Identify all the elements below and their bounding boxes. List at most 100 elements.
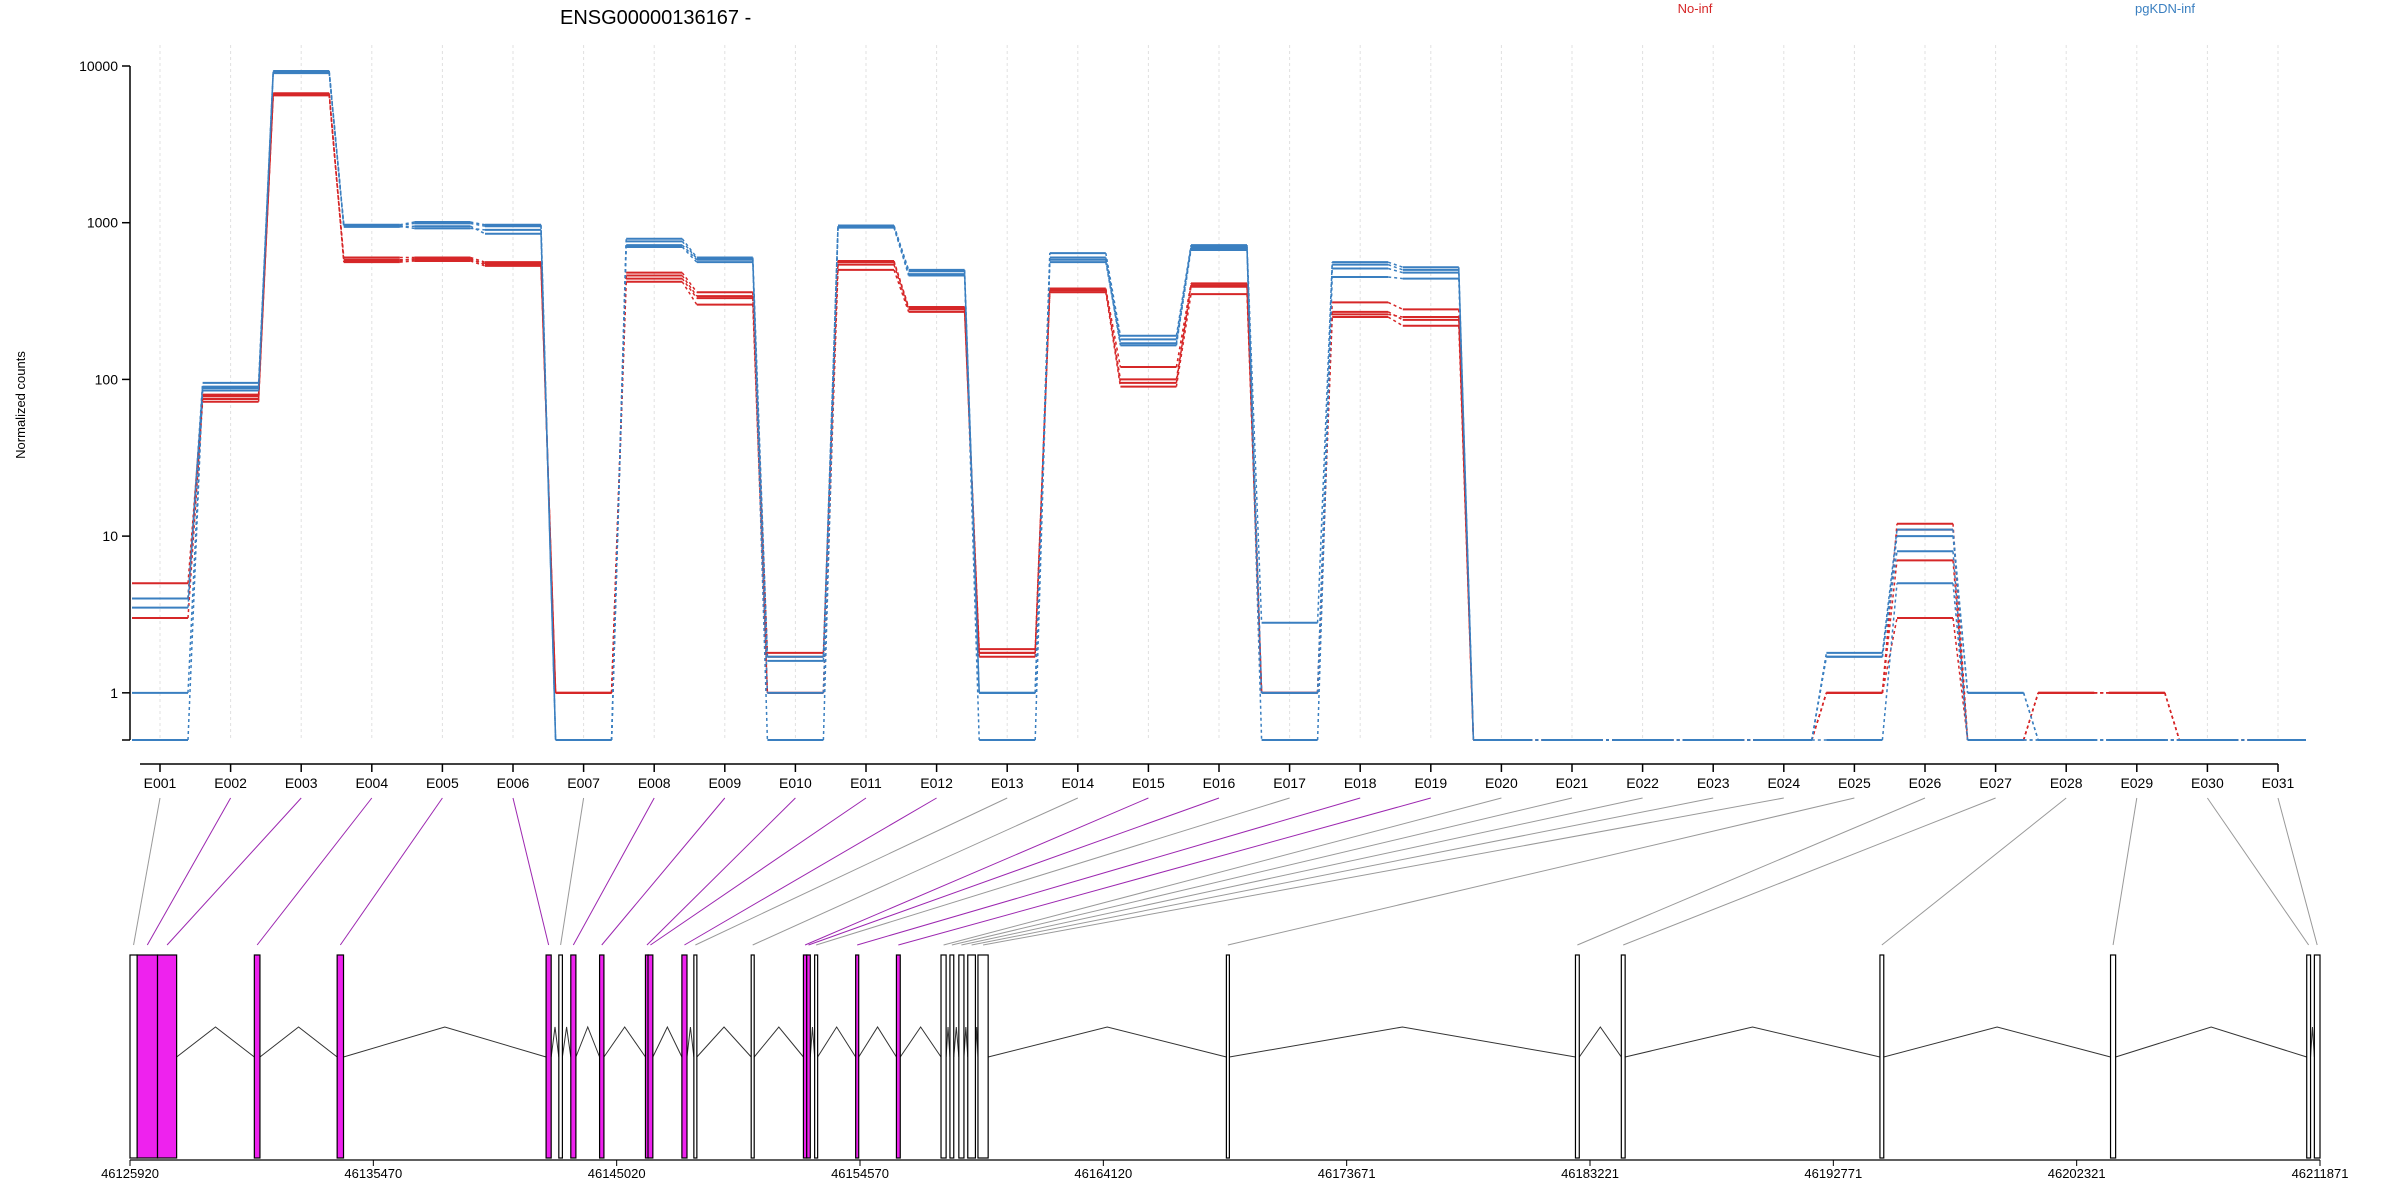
intron-line bbox=[1229, 1026, 1576, 1058]
exon-box bbox=[570, 954, 577, 1159]
exon-box bbox=[647, 954, 654, 1159]
intron-line bbox=[809, 1026, 816, 1058]
exon-transition bbox=[1388, 276, 1403, 280]
exon-transition bbox=[1811, 656, 1828, 741]
intron-line bbox=[686, 1026, 695, 1058]
exon-transition bbox=[1811, 692, 1828, 741]
legend-entry: pgKDN-inf bbox=[2135, 1, 2195, 16]
exon-connector bbox=[857, 797, 1361, 946]
intron-line bbox=[2115, 1026, 2307, 1058]
x-tick-label: E023 bbox=[1697, 775, 1730, 791]
exon-transition bbox=[1881, 583, 1898, 741]
intron-line bbox=[1883, 1026, 2111, 1058]
exon-transition bbox=[187, 386, 204, 608]
exon-connector bbox=[166, 797, 302, 946]
x-tick-label: E025 bbox=[1838, 775, 1871, 791]
x-tick-label: E024 bbox=[1767, 775, 1800, 791]
exon-transition bbox=[1105, 289, 1122, 384]
exon-transition bbox=[1316, 268, 1333, 693]
x-tick-label: E026 bbox=[1909, 775, 1942, 791]
exon-connector bbox=[133, 797, 161, 946]
exon-box bbox=[855, 954, 860, 1159]
intron-line bbox=[696, 1026, 752, 1058]
intron-line bbox=[1578, 1026, 1622, 1058]
exon-box bbox=[1574, 954, 1580, 1159]
genomic-tick-label: 46173671 bbox=[1318, 1166, 1376, 1181]
exon-transition bbox=[1105, 292, 1122, 387]
intron-line bbox=[575, 1025, 601, 1058]
exon-connector bbox=[339, 797, 443, 946]
exon-transition bbox=[893, 269, 910, 313]
exon-transition bbox=[963, 271, 980, 693]
genomic-tick-label: 46211871 bbox=[2292, 1166, 2349, 1181]
exon-box bbox=[129, 954, 138, 1159]
intron-line bbox=[343, 1026, 547, 1058]
exon-transition bbox=[540, 233, 557, 741]
genomic-tick-label: 46183221 bbox=[1561, 1166, 1619, 1181]
exon-box bbox=[253, 954, 261, 1159]
exon-connector bbox=[752, 797, 1079, 946]
intron-line bbox=[176, 1026, 255, 1058]
exon-transition bbox=[1952, 551, 1969, 741]
exon-transition bbox=[399, 222, 415, 227]
exon-transition bbox=[893, 227, 910, 276]
legend-entry: No-inf bbox=[1678, 1, 1713, 16]
intron-line bbox=[603, 1026, 646, 1058]
exon-connector bbox=[1881, 797, 2067, 946]
exon-transition bbox=[187, 388, 204, 741]
exon-transition bbox=[681, 272, 698, 293]
exon-transition bbox=[1175, 249, 1192, 346]
exon-box bbox=[693, 954, 698, 1159]
exon-transition bbox=[399, 225, 415, 228]
exon-connector bbox=[601, 797, 726, 946]
x-tick-label: E019 bbox=[1414, 775, 1447, 791]
x-tick-label: E021 bbox=[1556, 775, 1589, 791]
exon-box bbox=[750, 954, 755, 1159]
exon-connector bbox=[2277, 797, 2318, 946]
exon-transition bbox=[1458, 278, 1475, 741]
x-tick-label: E015 bbox=[1132, 775, 1165, 791]
y-tick-label: 10000 bbox=[79, 58, 118, 74]
x-tick-label: E012 bbox=[920, 775, 953, 791]
x-tick-label: E013 bbox=[991, 775, 1024, 791]
y-axis-label: Normalized counts bbox=[13, 351, 28, 459]
exon-transition bbox=[257, 71, 274, 387]
exon-connector bbox=[512, 797, 550, 946]
exon-box bbox=[598, 954, 605, 1159]
exon-transition bbox=[1175, 286, 1192, 380]
exon-box bbox=[1879, 954, 1885, 1159]
x-tick-label: E020 bbox=[1485, 775, 1518, 791]
exon-transition bbox=[1175, 283, 1192, 368]
x-tick-label: E017 bbox=[1273, 775, 1306, 791]
exon-box bbox=[136, 954, 159, 1159]
exon-transition bbox=[1105, 257, 1122, 340]
exon-transition bbox=[893, 264, 910, 310]
genomic-tick-label: 46202321 bbox=[2048, 1166, 2106, 1181]
series-lines bbox=[132, 69, 2306, 741]
x-tick-label: E030 bbox=[2191, 775, 2224, 791]
exon-box bbox=[156, 954, 178, 1159]
exon-connector bbox=[695, 797, 1008, 946]
exon-box bbox=[681, 954, 688, 1159]
exon-transition bbox=[328, 73, 345, 227]
exon-transition bbox=[822, 226, 839, 661]
exon-transition bbox=[752, 259, 769, 693]
exon-transition bbox=[1316, 262, 1333, 623]
intron-line bbox=[561, 1026, 572, 1058]
exon-transition bbox=[1952, 536, 1969, 693]
exon-transition bbox=[1316, 277, 1333, 741]
exon-transition bbox=[1458, 269, 1475, 741]
x-tick-label: E007 bbox=[567, 775, 600, 791]
exon-connector bbox=[808, 797, 1220, 946]
exon-box bbox=[558, 954, 563, 1159]
x-gridlines bbox=[159, 45, 2279, 740]
exon-box bbox=[967, 954, 977, 1159]
chart-title: ENSG00000136167 - bbox=[560, 7, 751, 29]
exon-transition bbox=[1387, 261, 1404, 268]
exon-connector bbox=[646, 797, 796, 946]
genomic-tick-label: 46125920 bbox=[101, 1166, 159, 1181]
exon-transition bbox=[963, 274, 980, 693]
exon-transition bbox=[1952, 583, 1969, 741]
exon-transition bbox=[752, 258, 769, 661]
intron-line bbox=[817, 1026, 857, 1058]
